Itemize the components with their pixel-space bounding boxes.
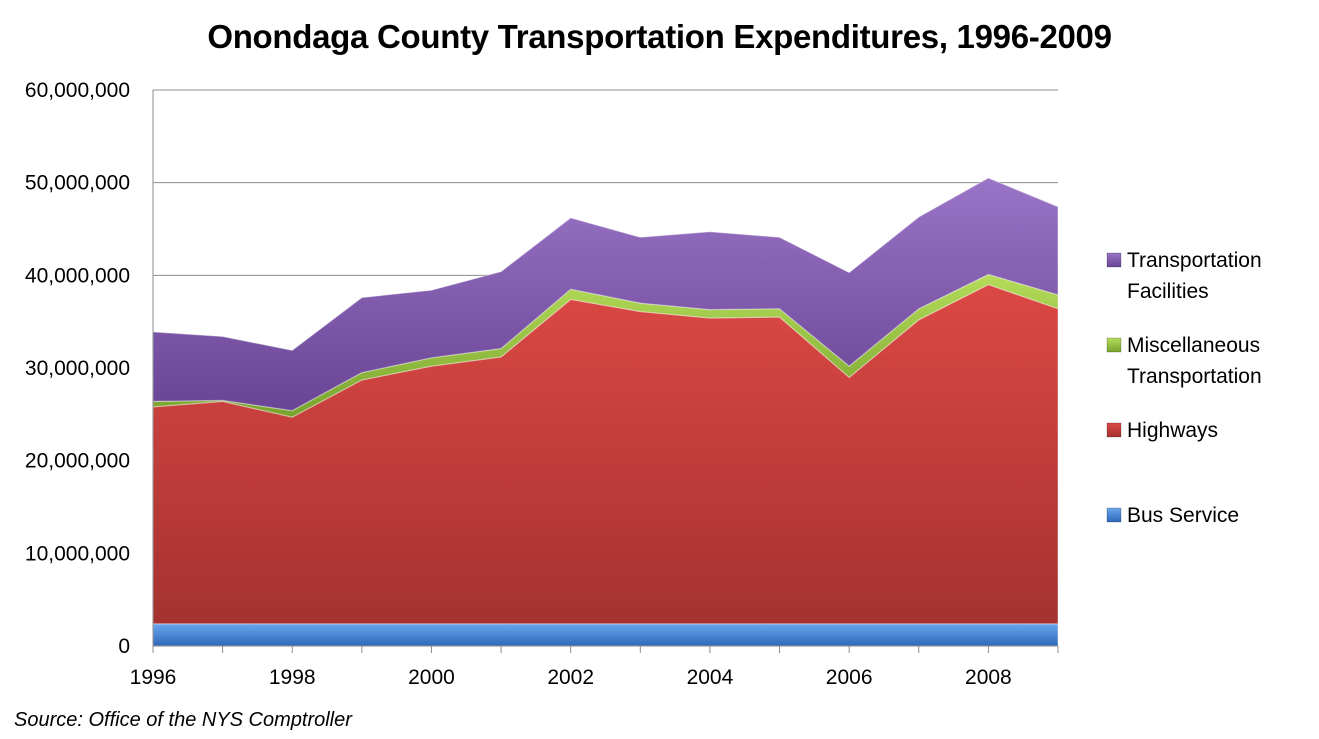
- x-tick-label: 2008: [965, 666, 1012, 689]
- y-tick-label: 30,000,000: [25, 357, 130, 380]
- x-tick-label: 2006: [826, 666, 873, 689]
- x-tick-label: 2000: [408, 666, 455, 689]
- area-series-miscellaneous-transportation: [152, 273, 1059, 418]
- legend-label-miscellaneous-transportation: Miscellaneous: [1127, 334, 1260, 357]
- legend-swatch-miscellaneous-transportation: [1106, 337, 1122, 353]
- legend-swatch-bus-service: [1106, 507, 1122, 523]
- legend-label-transportation-facilities: Transportation: [1127, 249, 1262, 272]
- legend-label-bus-service: Bus Service: [1127, 504, 1239, 527]
- y-tick-label: 60,000,000: [25, 79, 130, 102]
- y-tick-label: 50,000,000: [25, 172, 130, 195]
- x-tick-label: 2004: [687, 666, 734, 689]
- legend-swatch-transportation-facilities: [1106, 252, 1122, 268]
- y-tick-label: 40,000,000: [25, 264, 130, 287]
- chart-title: Onondaga County Transportation Expenditu…: [207, 18, 1112, 55]
- x-tick-label: 1996: [130, 666, 177, 689]
- y-tick-label: 0: [118, 635, 130, 658]
- y-tick-label: 20,000,000: [25, 450, 130, 473]
- x-tick-label: 1998: [269, 666, 316, 689]
- legend-label-transportation-facilities: Facilities: [1127, 280, 1209, 303]
- legend-label-highways: Highways: [1127, 419, 1218, 442]
- area-series-highways: [152, 283, 1059, 625]
- legend-label-miscellaneous-transportation: Transportation: [1127, 365, 1262, 388]
- x-tick-label: 2002: [547, 666, 594, 689]
- y-tick-label: 10,000,000: [25, 542, 130, 565]
- area-series-bus-service: [152, 623, 1059, 647]
- legend-swatch-highways: [1106, 422, 1122, 438]
- source-note: Source: Office of the NYS Comptroller: [14, 709, 352, 731]
- area-series-transportation-facilities: [152, 177, 1059, 412]
